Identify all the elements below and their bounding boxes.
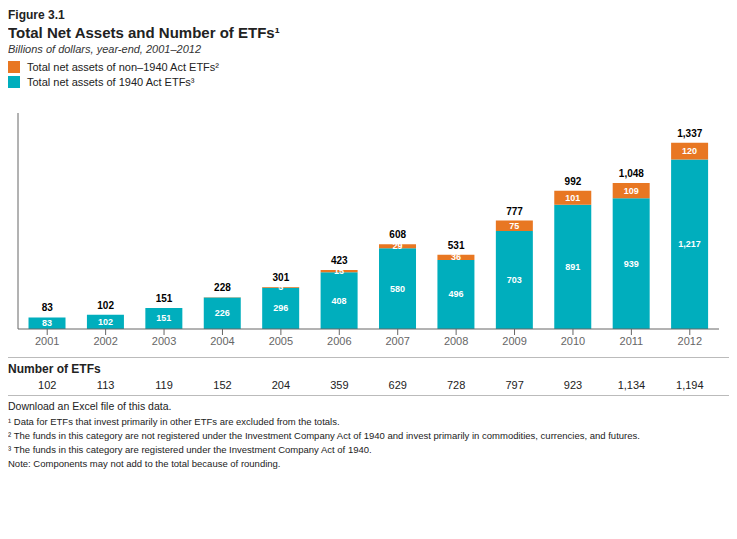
html-text:113: 113 xyxy=(96,379,115,391)
svg-text:2005: 2005 xyxy=(269,335,293,347)
svg-text:939: 939 xyxy=(624,259,639,269)
svg-text:2008: 2008 xyxy=(444,335,468,347)
svg-text:2011: 2011 xyxy=(620,335,644,347)
svg-text:531: 531 xyxy=(448,240,465,251)
html-text:1,134: 1,134 xyxy=(617,379,646,391)
svg-text:101: 101 xyxy=(565,193,580,203)
html-text:923: 923 xyxy=(563,379,583,391)
svg-text:1,048: 1,048 xyxy=(619,168,644,179)
svg-text:15: 15 xyxy=(334,266,344,276)
svg-text:102: 102 xyxy=(97,300,114,311)
svg-text:2010: 2010 xyxy=(561,335,585,347)
svg-text:408: 408 xyxy=(332,296,347,306)
html-text:Download an Excel file of this: Download an Excel file of this data. xyxy=(8,400,172,412)
html-text:Figure 3.1: Figure 3.1 xyxy=(8,8,65,22)
html-text:204: 204 xyxy=(271,379,291,391)
svg-text:2001: 2001 xyxy=(35,335,59,347)
svg-text:151: 151 xyxy=(156,293,173,304)
svg-text:301: 301 xyxy=(273,272,290,283)
svg-text:29: 29 xyxy=(393,241,403,251)
html-text:Billions of dollars, year-end,: Billions of dollars, year-end, 2001–2012 xyxy=(8,43,201,55)
svg-text:1,337: 1,337 xyxy=(677,128,702,139)
html-text:Note: Components may not add t: Note: Components may not add to the tota… xyxy=(8,458,281,469)
html-text:119: 119 xyxy=(155,379,173,391)
svg-text:228: 228 xyxy=(214,282,231,293)
svg-text:496: 496 xyxy=(448,289,463,299)
html-text:152: 152 xyxy=(213,379,232,391)
svg-text:891: 891 xyxy=(565,262,580,272)
svg-text:608: 608 xyxy=(389,229,406,240)
html-text:629: 629 xyxy=(388,379,407,391)
html-text:359: 359 xyxy=(330,379,349,391)
svg-text:777: 777 xyxy=(506,206,523,217)
html-text:Total net assets of non–1940 A: Total net assets of non–1940 Act ETFs² xyxy=(27,61,219,73)
svg-text:83: 83 xyxy=(42,302,54,313)
svg-text:5: 5 xyxy=(278,282,283,292)
html-text:797: 797 xyxy=(505,379,524,391)
svg-text:151: 151 xyxy=(156,313,171,323)
html-text:728: 728 xyxy=(447,379,466,391)
html-text:1,194: 1,194 xyxy=(676,379,704,391)
svg-text:2009: 2009 xyxy=(502,335,526,347)
html-text:³ The funds in this category a: ³ The funds in this category are registe… xyxy=(8,444,372,455)
html-text:102: 102 xyxy=(38,379,57,391)
svg-text:102: 102 xyxy=(98,317,113,327)
svg-text:2002: 2002 xyxy=(93,335,117,347)
svg-text:83: 83 xyxy=(42,318,52,328)
html-text:¹ Data for ETFs that invest pr: ¹ Data for ETFs that invest primarily in… xyxy=(8,416,340,427)
svg-text:992: 992 xyxy=(565,176,582,187)
svg-text:1,217: 1,217 xyxy=(678,239,701,249)
svg-text:2003: 2003 xyxy=(152,335,176,347)
svg-text:2006: 2006 xyxy=(327,335,351,347)
svg-text:2012: 2012 xyxy=(678,335,702,347)
svg-text:36: 36 xyxy=(451,252,461,262)
svg-text:75: 75 xyxy=(509,221,519,231)
svg-text:2004: 2004 xyxy=(210,335,234,347)
html-text:² The funds in this category a: ² The funds in this category are not reg… xyxy=(8,430,640,441)
svg-text:580: 580 xyxy=(390,284,405,294)
html-text:Number of ETFs: Number of ETFs xyxy=(8,362,101,376)
svg-text:2007: 2007 xyxy=(385,335,409,347)
svg-text:226: 226 xyxy=(215,308,230,318)
html-text:Total net assets of 1940 Act E: Total net assets of 1940 Act ETFs³ xyxy=(27,76,195,88)
svg-text:703: 703 xyxy=(507,275,522,285)
html-text:Total Net Assets and Number of: Total Net Assets and Number of ETFs¹ xyxy=(8,24,280,41)
svg-text:109: 109 xyxy=(624,186,639,196)
svg-text:296: 296 xyxy=(273,303,288,313)
svg-text:120: 120 xyxy=(682,146,697,156)
svg-text:423: 423 xyxy=(331,255,348,266)
